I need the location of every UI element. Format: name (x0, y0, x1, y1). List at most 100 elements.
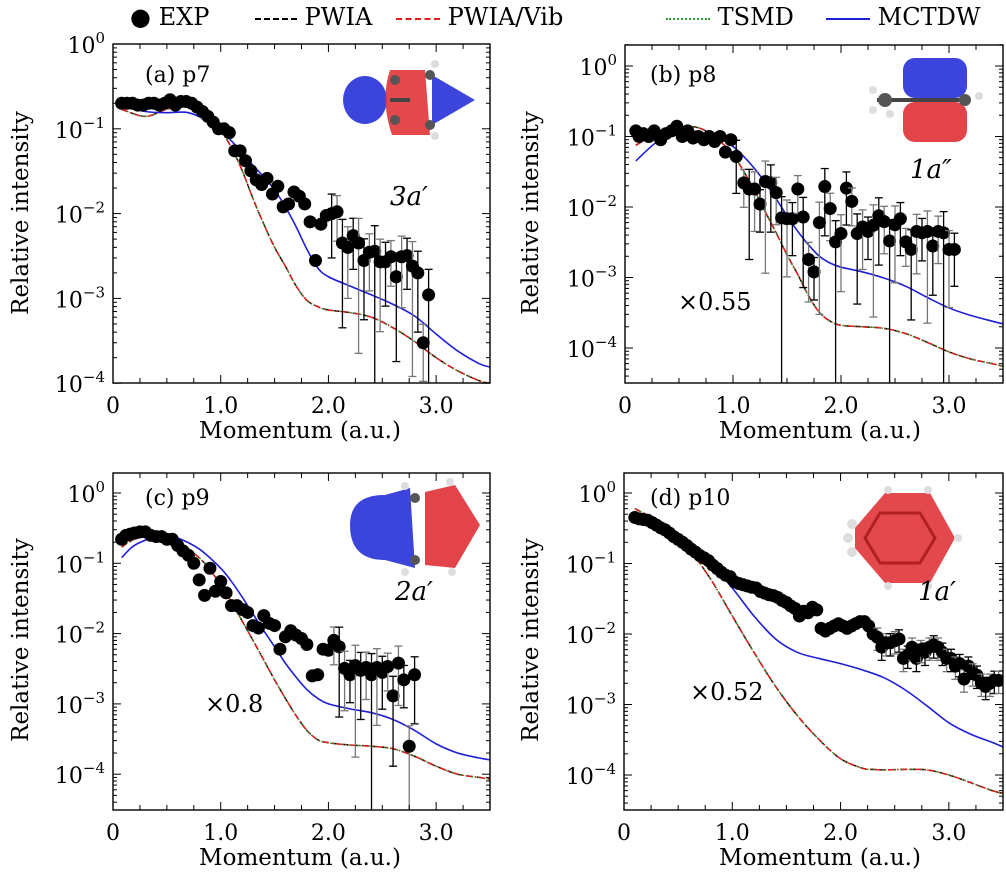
atom-icon (410, 493, 420, 503)
scale-factor-label: ×0.52 (690, 678, 764, 706)
atom-icon (390, 75, 400, 85)
series-line-mctdw (121, 104, 490, 368)
series-line-pwia (121, 105, 490, 383)
data-point (729, 150, 743, 164)
x-tick-label: 1.0 (715, 821, 750, 846)
series-line-pwia-vib (121, 534, 490, 780)
data-point (273, 642, 287, 656)
data-point (309, 253, 323, 267)
x-tick-label: 2.0 (311, 394, 346, 419)
data-point (904, 242, 918, 256)
data-point (282, 197, 296, 211)
data-point (389, 270, 403, 284)
panel-label: (d) p10 (650, 486, 730, 511)
data-point (330, 205, 344, 219)
plot-area (629, 119, 1003, 383)
data-point (670, 119, 684, 133)
red-lobe-icon (855, 493, 955, 583)
legend-label: PWIA (304, 3, 373, 31)
data-point (416, 336, 430, 350)
y-tick-label: 10−4 (55, 759, 105, 789)
atom-icon (390, 115, 400, 125)
legend-item-mctdw: MCTDW (826, 3, 981, 31)
panel-c-p9: 0 1.0 2.0 3.0 100 10−1 10−2 10−3 10−4 Momentum (a… (8, 472, 491, 871)
data-point (892, 632, 906, 646)
legend-item-pwia-vib: PWIA/Vib (396, 3, 563, 31)
data-point (298, 197, 312, 211)
data-point (268, 619, 282, 633)
data-point (718, 145, 732, 159)
y-tick-label: 10−4 (55, 368, 105, 398)
data-point (810, 603, 824, 617)
atom-icon (869, 106, 877, 114)
dashed-line-icon (255, 17, 297, 20)
data-point (222, 126, 236, 140)
orbital-label: 1a′ (918, 577, 956, 607)
atom-icon (843, 533, 853, 543)
legend-label: MCTDW (877, 3, 981, 31)
data-point (893, 212, 907, 226)
x-tick-label: 3.0 (932, 394, 967, 419)
atom-icon (446, 478, 454, 486)
panel-label: (c) p9 (145, 486, 210, 511)
data-point (834, 227, 848, 241)
data-point (823, 202, 837, 216)
data-point (812, 216, 826, 230)
data-point (402, 739, 416, 753)
y-tick-label: 10−2 (566, 619, 616, 649)
x-tick-label: 0 (618, 394, 632, 419)
data-point (724, 133, 738, 147)
atom-icon (431, 60, 439, 68)
data-point (807, 265, 821, 279)
x-tick-label: 2.0 (823, 821, 858, 846)
legend: ● EXP PWIA PWIA/Vib TSMD MCTDW (0, 0, 1006, 34)
data-point (769, 186, 783, 200)
dashdot-line-icon (396, 17, 440, 20)
atom-icon (425, 120, 435, 130)
x-tick-label: 3.0 (419, 821, 454, 846)
scale-factor-label: ×0.55 (678, 288, 752, 316)
data-point (241, 605, 255, 619)
data-point (400, 249, 414, 263)
data-point (753, 197, 767, 211)
data-point (192, 573, 206, 587)
series-line-pwia-vib (121, 105, 490, 383)
data-point (381, 660, 395, 674)
exp-points (629, 119, 961, 383)
data-point (748, 182, 762, 196)
data-point (764, 176, 778, 190)
y-tick-label: 10−2 (567, 192, 617, 222)
data-point (219, 586, 233, 600)
molecular-orbital-icon (869, 58, 983, 142)
exp-points (115, 93, 436, 383)
y-tick-label: 10−1 (567, 122, 617, 152)
atom-icon (884, 582, 892, 590)
data-point (208, 584, 222, 598)
legend-label: TSMD (717, 3, 794, 31)
data-point (818, 180, 832, 194)
orbital-label: 2a′ (394, 577, 433, 607)
exp-points (115, 525, 422, 810)
data-point (845, 194, 859, 208)
y-tick-label: 100 (578, 478, 616, 508)
orbital-label: 1a″ (910, 155, 952, 185)
data-point (271, 179, 285, 193)
atom-icon (448, 568, 456, 576)
atom-icon (847, 547, 857, 557)
data-point (341, 240, 355, 254)
y-tick-label: 10−1 (55, 548, 105, 578)
atom-icon (869, 86, 877, 94)
exp-points (628, 510, 1003, 701)
panel-d-p10: 0 1.0 2.0 3.0 100 10−1 10−2 10−3 10−4 Momentum (a… (518, 472, 1004, 871)
data-point (251, 621, 265, 635)
atom-icon (431, 132, 439, 140)
molecular-orbital-icon (350, 478, 480, 576)
x-tick-label: 0 (106, 821, 120, 846)
data-point (303, 215, 317, 229)
data-point (233, 144, 247, 158)
data-point (713, 130, 727, 143)
data-point (198, 588, 212, 602)
filled-circle-marker-icon: ● (130, 3, 151, 31)
y-tick-label: 10−2 (55, 199, 105, 229)
legend-label: EXP (158, 3, 210, 31)
